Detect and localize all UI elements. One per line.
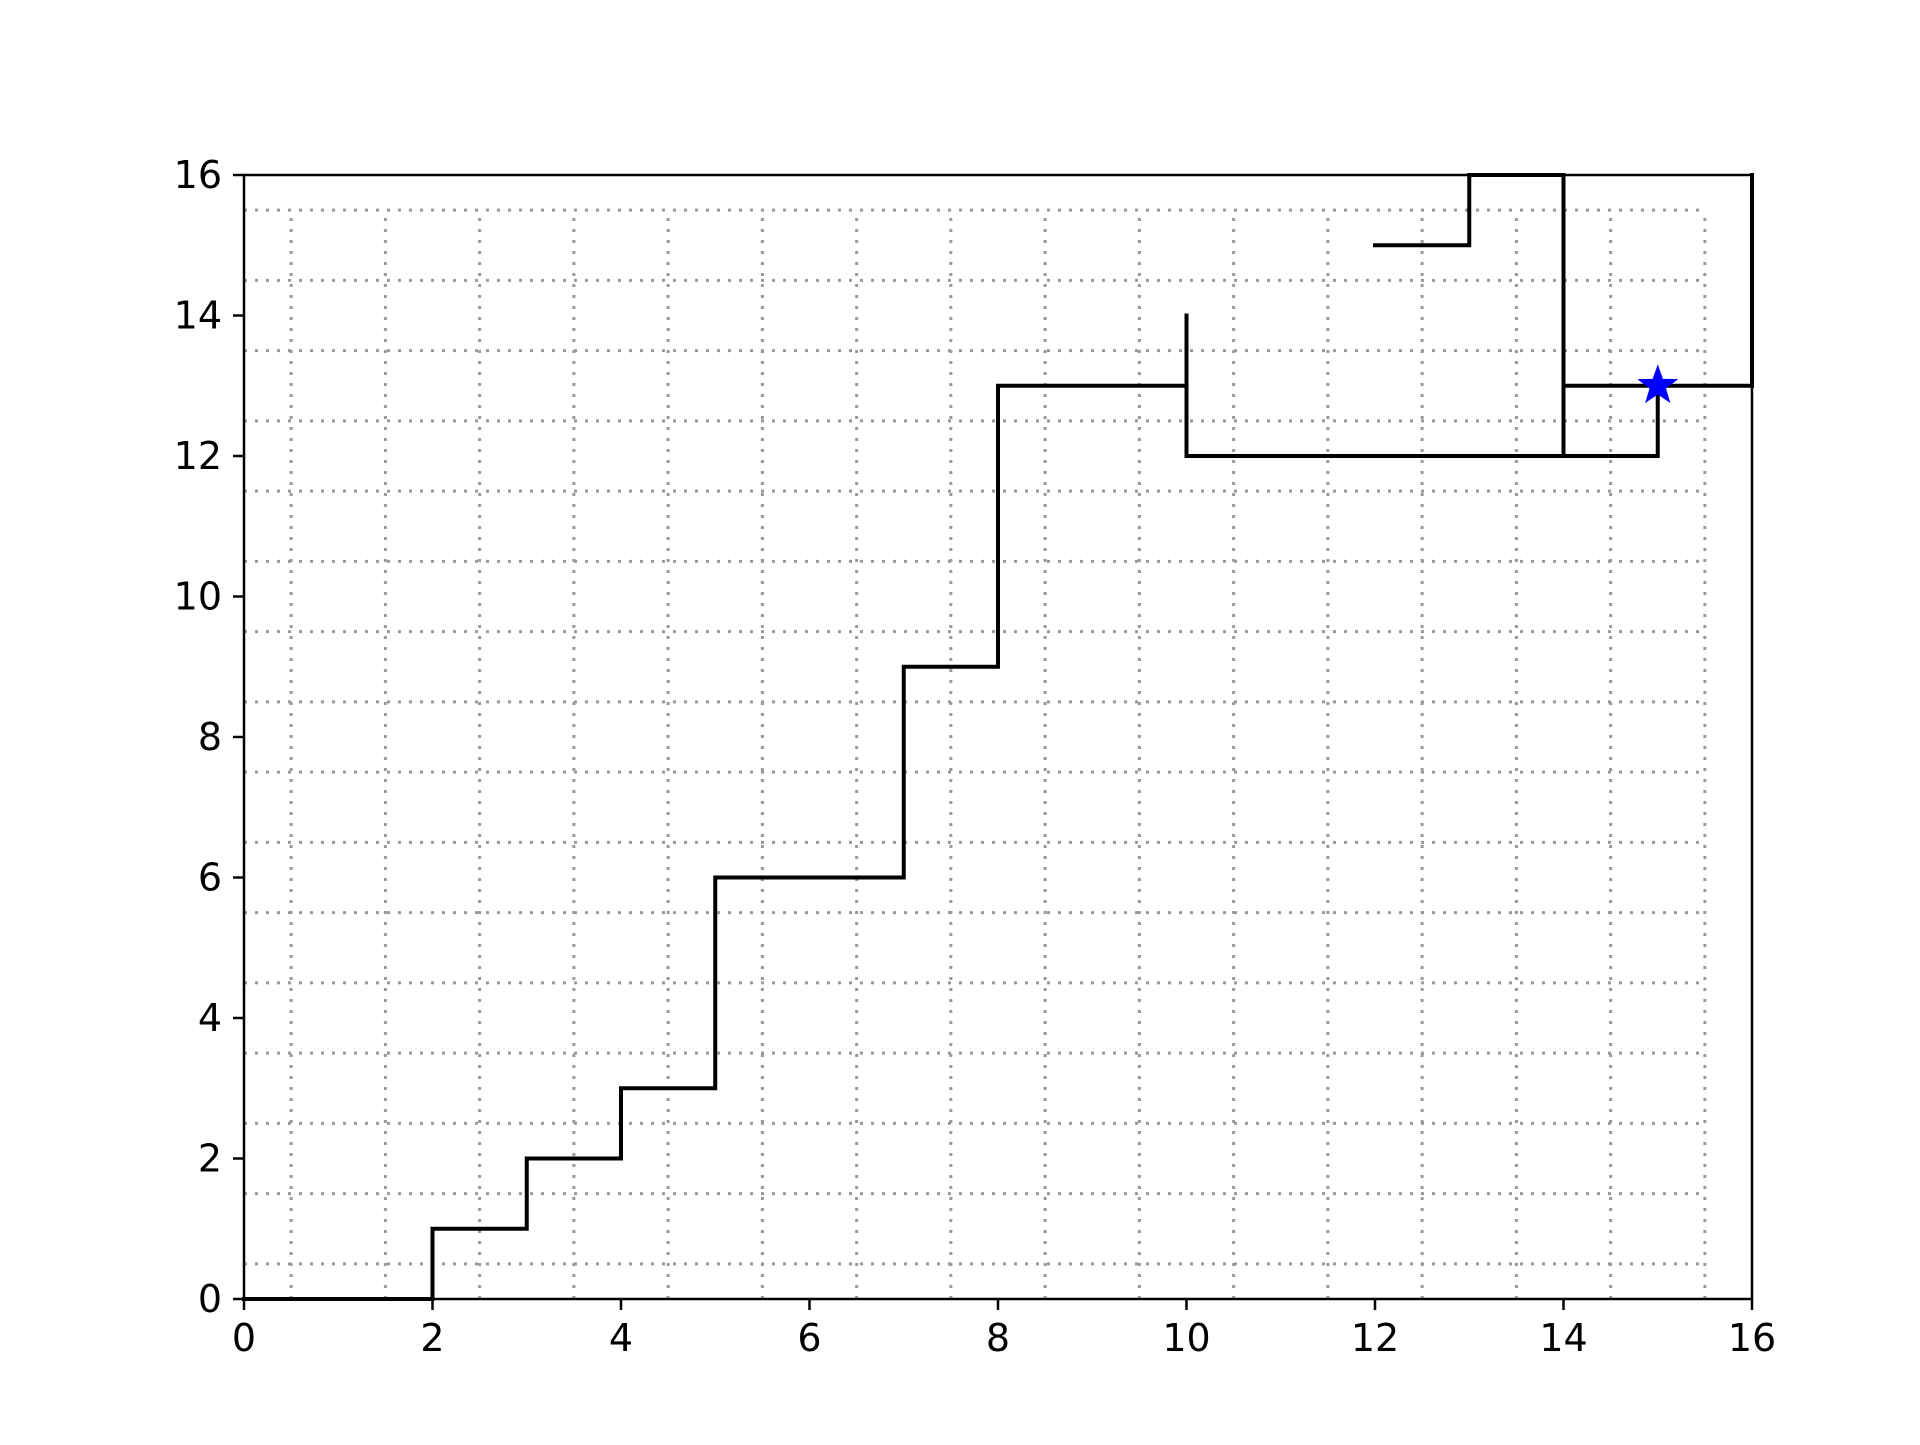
y-tick-label: 4 bbox=[198, 996, 222, 1040]
path-segment bbox=[1561, 383, 1660, 458]
x-tick-label: 8 bbox=[986, 1316, 1010, 1360]
x-tick-label: 16 bbox=[1728, 1316, 1776, 1360]
path-segment bbox=[242, 173, 1566, 1301]
y-tick-label: 6 bbox=[198, 856, 222, 900]
y-tick-label: 12 bbox=[174, 434, 222, 478]
x-tick-label: 4 bbox=[609, 1316, 633, 1360]
y-tick-label: 2 bbox=[198, 1137, 222, 1181]
y-tick-label: 8 bbox=[198, 715, 222, 759]
x-tick-label: 2 bbox=[420, 1316, 444, 1360]
x-tick-label: 12 bbox=[1351, 1316, 1399, 1360]
y-tick-label: 16 bbox=[174, 153, 222, 197]
tick-layer: 0 2 4 6 8 10 12 14 16 0 2 4 6 8 10 12 14 16 bbox=[174, 153, 1777, 1360]
x-tick-label: 0 bbox=[232, 1316, 256, 1360]
y-tick-label: 0 bbox=[198, 1277, 222, 1321]
y-tick-label: 14 bbox=[174, 294, 222, 338]
grid-layer bbox=[244, 208, 1707, 1299]
star-marker bbox=[1637, 364, 1679, 404]
x-tick-label: 10 bbox=[1162, 1316, 1210, 1360]
plot-area bbox=[244, 175, 1752, 1299]
y-tick-label: 10 bbox=[174, 575, 222, 619]
x-tick-label: 14 bbox=[1539, 1316, 1587, 1360]
x-tick-label: 6 bbox=[797, 1316, 821, 1360]
marker-layer bbox=[1637, 364, 1679, 404]
